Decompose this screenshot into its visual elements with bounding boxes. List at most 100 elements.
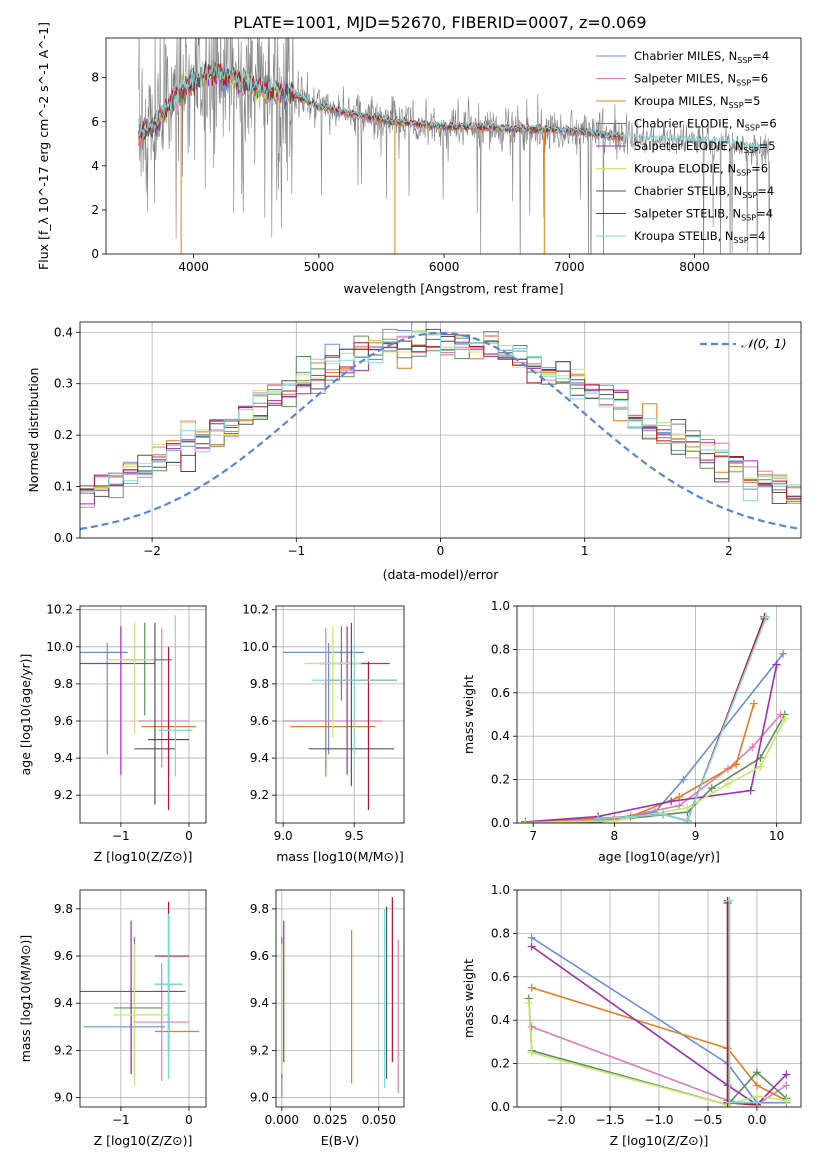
legend-entry: 𝒩(0, 1) [741, 336, 787, 351]
series-marker [521, 818, 530, 823]
legend-entry: Kroupa ELODIE, NSSP=6 [634, 162, 768, 178]
error-bars [281, 897, 399, 1098]
axes-frame [79, 605, 207, 824]
series-marker [667, 797, 676, 806]
series-marker [756, 762, 765, 771]
series-line-chabrier-elodie [528, 998, 787, 1106]
y-tick-label: 9.2 [54, 788, 73, 802]
x-tick-label: 10 [769, 829, 784, 843]
y-tick-label: 0.8 [491, 926, 510, 940]
series-marker [782, 1096, 791, 1105]
series-marker [527, 1048, 536, 1057]
x-tick-label: 0.025 [313, 1113, 347, 1127]
y-tick-label: 2 [91, 203, 99, 217]
series-marker [675, 801, 684, 810]
x-tick-label: 0 [185, 1113, 193, 1127]
series-marker [746, 786, 755, 795]
error-bars [80, 615, 196, 811]
error-bars [283, 622, 397, 811]
age-vs-z-panel: −1 0 9.2 9.4 9.6 9.8 10.0 10.2 Z [log10(Z/Z⊙)] ag… [18, 603, 207, 864]
x-tick-label: 0.050 [362, 1113, 396, 1127]
x-tick-label: 0.000 [265, 1113, 299, 1127]
y-tick-label: 0.0 [491, 1100, 510, 1114]
axes-frame [516, 889, 802, 1108]
series-marker [780, 714, 789, 723]
series-line-kroupa-miles [531, 986, 787, 1102]
x-tick-label: 7 [529, 829, 537, 843]
y-tick-label: 0.6 [491, 970, 510, 984]
x-tick-label: −1 [112, 1113, 130, 1127]
legend-entry: Salpeter ELODIE, NSSP=5 [634, 139, 776, 155]
y-tick-label: 4 [91, 159, 99, 173]
y-tick-label: 9.6 [54, 949, 73, 963]
y-tick-label: 10.2 [242, 603, 269, 617]
error-bars [80, 901, 200, 1086]
x-axis-label: Z [log10(Z/Z⊙)] [94, 849, 193, 864]
series-marker [752, 1098, 761, 1107]
spectrum-panel: 4000 5000 6000 7000 8000 0 2 4 6 8 wavelength [Ang… [36, 22, 802, 296]
legend-entry: Kroupa STELIB, NSSP=4 [634, 229, 765, 245]
y-tick-label: 9.6 [250, 949, 269, 963]
series-marker [707, 784, 716, 793]
series-marker [527, 1022, 536, 1031]
y-tick-label: 0.0 [491, 816, 510, 830]
series-marker [723, 779, 732, 788]
series-marker [683, 816, 692, 823]
series-marker [679, 775, 688, 784]
series-line-kroupa-elodie [525, 718, 786, 823]
series-marker [752, 1081, 761, 1090]
x-axis-label: mass [log10(M/M⊙)] [276, 849, 404, 864]
series-line-kroupa-stelib [598, 616, 767, 822]
series-marker [782, 1081, 791, 1090]
mass-weight-vs-age-panel: 7 8 9 10 0.0 0.2 0.4 0.6 0.8 1.0 age [log10(age/yr… [461, 599, 802, 864]
residuals-panel: −2 −1 0 1 2 0.0 0.1 0.2 0.3 0.4 (data-model)/error… [26, 321, 802, 582]
x-tick-label: −2.0 [546, 1113, 575, 1127]
y-tick-label: 9.8 [250, 677, 269, 691]
y-tick-label: 9.8 [54, 677, 73, 691]
series-marker [659, 810, 668, 819]
x-tick-label: −1 [287, 544, 305, 558]
x-tick-label: 0 [185, 829, 193, 843]
x-tick-label: 9 [692, 829, 700, 843]
series-line-chabrier-miles [531, 937, 787, 1104]
axes-frame [79, 321, 802, 539]
y-tick-label: 9.2 [54, 1043, 73, 1057]
y-tick-label: 9.8 [250, 902, 269, 916]
y-tick-label: 9.6 [250, 714, 269, 728]
x-tick-label: −0.5 [693, 1113, 722, 1127]
series-marker [752, 1068, 761, 1077]
legend-entry: Salpeter STELIB, NSSP=4 [634, 207, 773, 223]
series-marker [527, 942, 536, 951]
x-tick-label: −2 [143, 544, 161, 558]
histograms [80, 322, 801, 531]
series-marker [725, 1098, 734, 1107]
histogram-kroupa-stelib [80, 331, 801, 502]
series-marker [748, 743, 757, 752]
legend-entry: Chabrier STELIB, NSSP=4 [634, 184, 774, 200]
y-axis-label: age [log10(age/yr)] [18, 654, 33, 776]
series-marker [725, 896, 734, 905]
axes-frame [275, 889, 405, 1108]
x-tick-label: 0 [437, 544, 445, 558]
y-tick-label: 10.0 [46, 640, 73, 654]
y-tick-label: 9.0 [54, 1091, 73, 1105]
series-marker [749, 699, 758, 708]
x-tick-label: 9.0 [274, 829, 293, 843]
y-axis-label: Normed distribution [26, 368, 41, 493]
mass-weight-vs-z-panel: −2.0 −1.5 −1.0 −0.5 0.0 0.0 0.2 0.4 0.6 0.8 1.0 Z [… [461, 883, 802, 1148]
x-tick-label: 8000 [679, 260, 710, 274]
x-axis-label: Z [log10(Z/Z⊙)] [610, 1133, 709, 1148]
y-axis-label: Flux [f_λ 10^-17 erg cm^-2 s^-1 A^-1] [36, 22, 51, 270]
y-axis-label: mass weight [461, 675, 476, 754]
x-tick-label: 0.0 [747, 1113, 766, 1127]
lines [521, 612, 789, 823]
lines [524, 896, 791, 1107]
y-tick-label: 10.0 [242, 640, 269, 654]
series-marker [779, 649, 788, 658]
normal-curve [80, 331, 801, 531]
x-axis-label: (data-model)/error [383, 567, 500, 582]
mass-vs-z-panel: −1 0 9.0 9.2 9.4 9.6 9.8 Z [log10(Z/Z⊙)] mass [l… [18, 889, 207, 1148]
x-axis-label: Z [log10(Z/Z⊙)] [94, 1133, 193, 1148]
x-tick-label: −1.0 [644, 1113, 673, 1127]
